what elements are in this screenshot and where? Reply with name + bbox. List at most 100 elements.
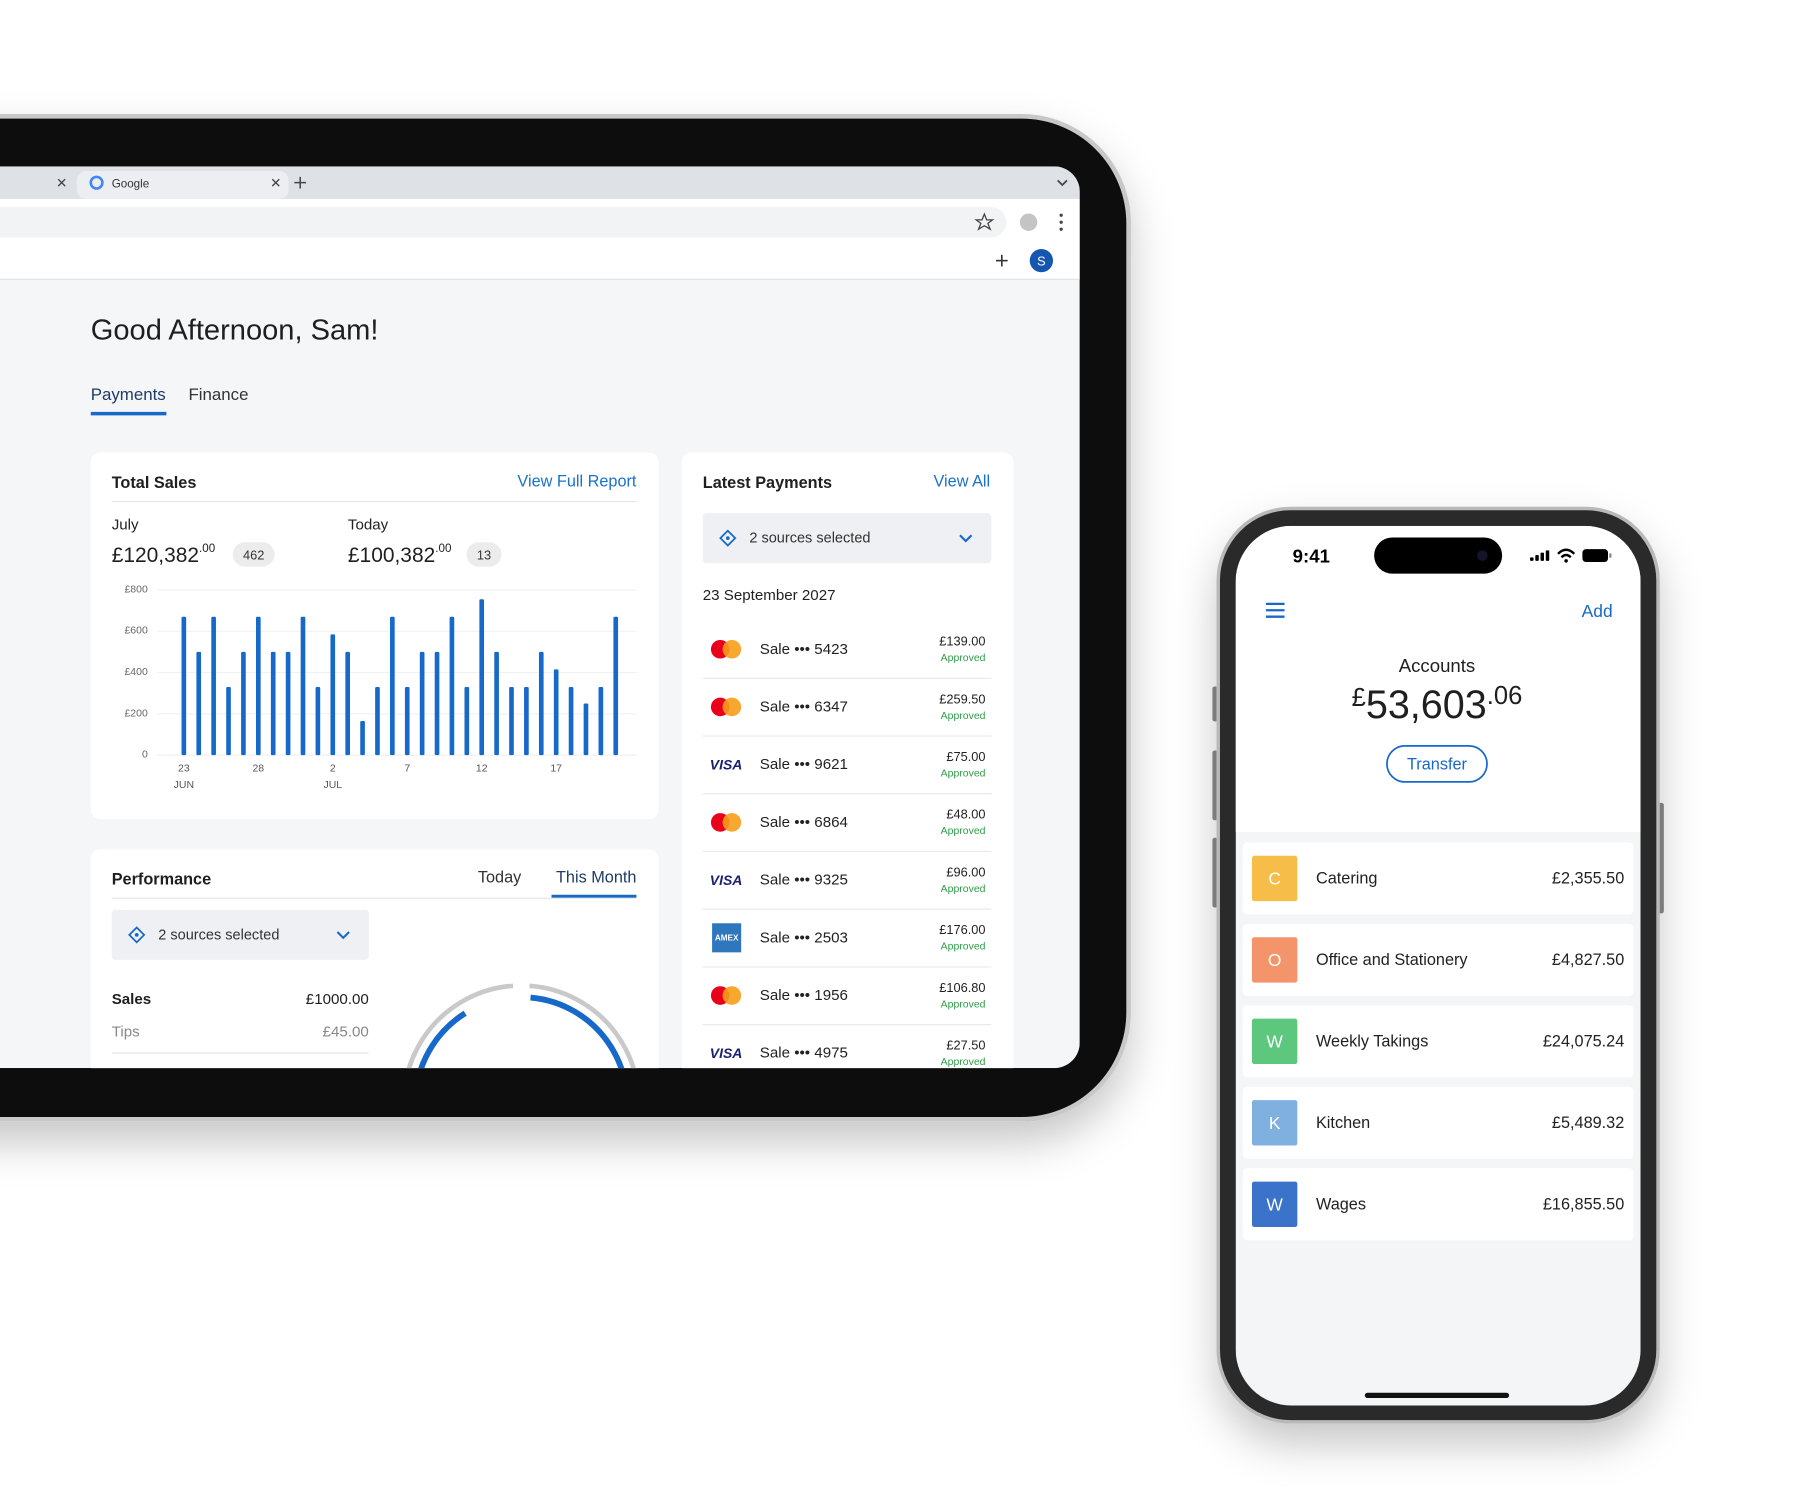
account-row[interactable]: W Weekly Takings £24,075.24	[1242, 1005, 1634, 1078]
y-tick-label: £600	[124, 626, 147, 637]
bar	[538, 651, 544, 756]
payment-row[interactable]: Sale ••• 6347 £259.50 Approved	[702, 691, 992, 737]
account-initial: O	[1268, 950, 1282, 970]
bar	[285, 651, 291, 756]
payment-label: Sale ••• 9325	[760, 872, 848, 889]
signal-bar	[1530, 557, 1534, 561]
payment-row[interactable]: visa Sale ••• 4975 £27.50 Approved	[710, 1038, 986, 1068]
bar	[464, 686, 470, 756]
period-tab[interactable]: Today	[478, 868, 522, 886]
visa-logo: visa	[710, 757, 743, 773]
greeting: Good Afternoon, Sam!	[91, 314, 379, 346]
page-tab[interactable]: Finance	[189, 385, 249, 404]
balance-cents: .06	[1487, 682, 1523, 710]
card-title: Total Sales	[112, 474, 197, 492]
bar	[330, 634, 336, 756]
payment-amount: £75.00	[946, 749, 985, 764]
transfer-button-text[interactable]: Transfer	[1407, 755, 1468, 773]
account-row[interactable]: C Catering £2,355.50	[1242, 842, 1634, 915]
account-avatar	[1251, 937, 1298, 983]
source-select[interactable]	[111, 909, 369, 960]
camera	[1477, 550, 1488, 561]
card-title: Latest Payments	[703, 474, 832, 492]
stat-label: Today	[348, 516, 389, 533]
signal-bar	[1535, 555, 1539, 561]
count-badge-text: 462	[243, 548, 264, 563]
browser-tab[interactable]	[76, 171, 289, 199]
account-initial: W	[1266, 1194, 1283, 1214]
card-link[interactable]: View Full Report	[517, 473, 637, 491]
profile-icon[interactable]	[1019, 213, 1038, 231]
stat-amount-main: £120,382	[112, 544, 199, 567]
account-name: Kitchen	[1316, 1114, 1370, 1132]
bar	[449, 616, 455, 756]
payment-row[interactable]: visa Sale ••• 9621 £75.00 Approved	[702, 749, 992, 795]
balance-currency: £	[1352, 684, 1366, 712]
account-name: Weekly Takings	[1316, 1032, 1428, 1050]
payment-row[interactable]: Sale ••• 1956 £106.80 Approved	[702, 980, 992, 1026]
bar	[241, 651, 246, 756]
payment-status: Approved	[941, 653, 986, 664]
bar	[270, 651, 276, 756]
count-badge-text: 13	[477, 548, 491, 563]
card-link[interactable]: View All	[934, 473, 991, 491]
account-row[interactable]: O Office and Stationery £4,827.50	[1242, 923, 1634, 996]
page-tab[interactable]: Payments	[91, 385, 166, 404]
account-row[interactable]: K Kitchen £5,489.32	[1242, 1086, 1634, 1159]
payment-amount: £48.00	[946, 807, 985, 822]
account-avatar	[1251, 1018, 1298, 1065]
source-select-text: 2 sources selected	[158, 927, 279, 943]
payment-status: Approved	[941, 942, 986, 953]
payment-label: Sale ••• 1956	[760, 987, 848, 1004]
accounts-balance: £53,603.06	[1352, 682, 1523, 727]
x-tick-label: 28	[252, 764, 264, 775]
app-bar	[0, 244, 1080, 280]
bar	[345, 651, 350, 756]
source-select[interactable]	[702, 513, 992, 564]
stat-amount: £100,382.00	[348, 542, 452, 567]
y-tick-label: £200	[124, 708, 147, 719]
status-time: 9:41	[1293, 546, 1330, 567]
bar	[375, 686, 380, 756]
wifi-icon	[1564, 559, 1568, 563]
source-icon-dot	[725, 536, 730, 540]
account-name: Office and Stationery	[1316, 951, 1468, 969]
payment-label: Sale ••• 6347	[760, 698, 848, 715]
bar	[211, 616, 216, 756]
tab-close-icon	[271, 178, 280, 187]
card	[681, 452, 1014, 1069]
transfer-button[interactable]	[1386, 744, 1488, 783]
amex-logo-text: amex	[715, 933, 739, 942]
account-card	[1242, 1168, 1634, 1241]
tab-underline	[551, 894, 637, 898]
add-button[interactable]: Add	[1582, 601, 1613, 621]
summary-value: £45.00	[323, 1024, 369, 1041]
address-bar[interactable]	[0, 207, 1007, 238]
account-avatar	[1251, 1100, 1298, 1146]
x-tick-sublabel: JUL	[323, 780, 342, 791]
payment-row[interactable]: amex Sale ••• 2503 £176.00 Approved	[702, 922, 992, 968]
battery-icon	[1582, 549, 1609, 562]
menu-dot	[1059, 213, 1063, 217]
period-tab[interactable]: This Month	[556, 868, 636, 886]
bar	[598, 686, 604, 756]
payment-row[interactable]: Sale ••• 5423 £139.00 Approved	[702, 634, 992, 679]
bar	[419, 651, 425, 756]
avatar[interactable]	[1029, 248, 1054, 273]
account-row[interactable]: W Wages £16,855.50	[1242, 1168, 1634, 1241]
payment-row[interactable]: Sale ••• 6864 £48.00 Approved	[702, 807, 992, 853]
payment-label: Sale ••• 4975	[760, 1045, 848, 1062]
source-icon	[719, 529, 737, 547]
bookmark-icon[interactable]	[974, 212, 995, 231]
menu-dot	[1059, 220, 1063, 224]
mastercard-logo	[722, 697, 742, 717]
payment-status: Approved	[941, 1057, 986, 1068]
mastercard-logo	[722, 813, 742, 832]
payment-status: Approved	[941, 711, 986, 722]
signal-bar	[1545, 550, 1550, 561]
tab-underline	[90, 411, 167, 416]
payment-row[interactable]: visa Sale ••• 9325 £96.00 Approved	[702, 864, 992, 910]
account-name: Wages	[1316, 1195, 1366, 1213]
visa-logo: visa	[710, 872, 743, 888]
